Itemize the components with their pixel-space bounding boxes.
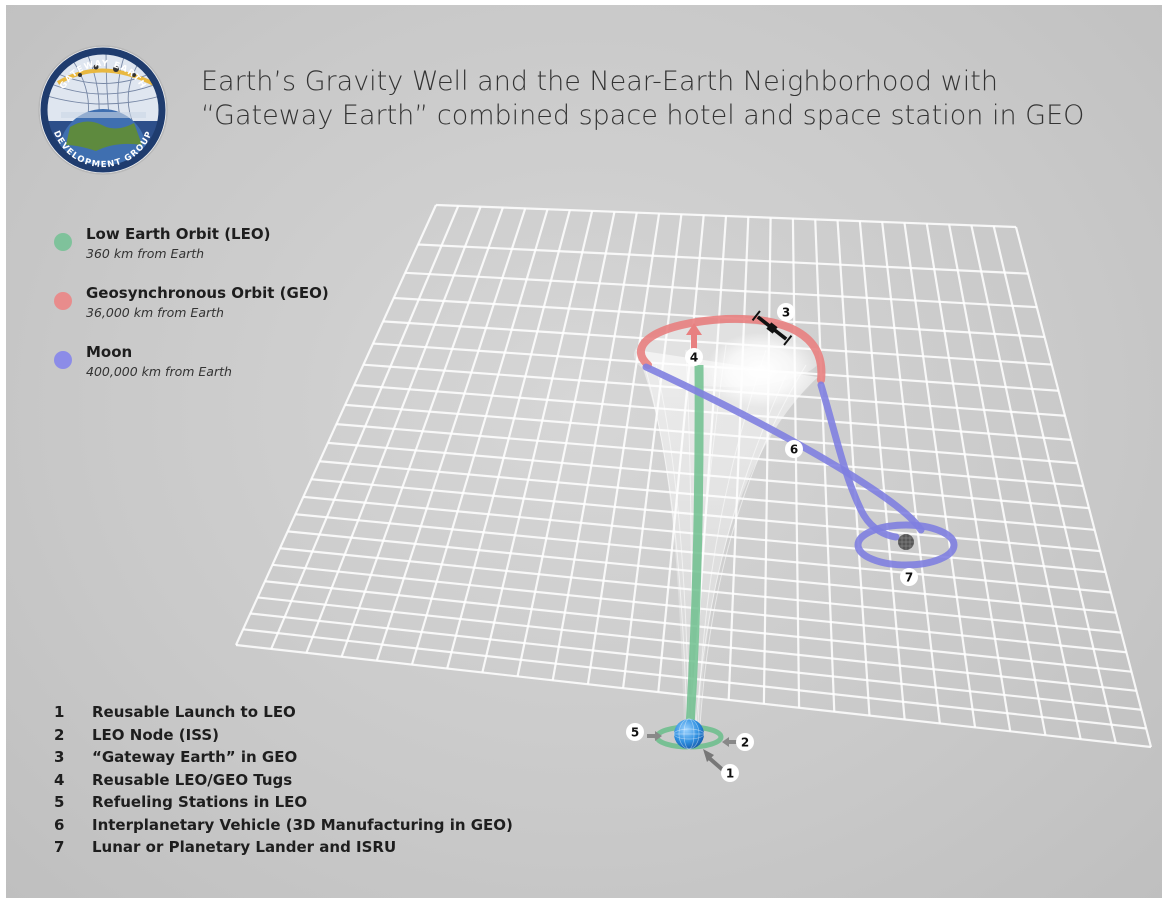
launch-arrow [703,749,726,773]
geo-color-dot [54,292,72,310]
key-label: LEO Node (ISS) [92,725,219,744]
legend-sub: 360 km from Earth [86,246,205,261]
key-row: 3 “Gateway Earth” in GEO [54,746,513,769]
key-list: 1 Reusable Launch to LEO 2 LEO Node (ISS) … [54,701,513,859]
key-row: 5 Refueling Stations in LEO [54,791,513,814]
marker-circle [626,723,644,741]
legend-sub: 36,000 km from Earth [86,305,224,320]
legend-sub: 400,000 km from Earth [86,364,232,379]
leo-transfer-path [685,364,704,728]
key-number: 7 [54,838,65,856]
page-title: Earth’s Gravity Well and the Near-Earth … [201,65,1084,133]
node-arrow-right [722,737,737,747]
marker-circle [777,303,795,321]
marker-circle [785,440,803,458]
marker-label: 5 [631,726,639,740]
key-number: 4 [54,770,65,789]
legend-name: Low Earth Orbit (LEO) [86,225,271,243]
marker-label: 3 [782,306,790,320]
title-line-2: “Gateway Earth” combined space hotel and… [201,100,1085,131]
key-label: Interplanetary Vehicle (3D Manufacturing… [92,815,513,834]
key-row: 4 Reusable LEO/GEO Tugs [54,769,513,792]
marker-circle [685,348,703,366]
marker-label: 1 [726,767,734,781]
gateway-earth-logo: GATEWAY EARTH DEVELOPMENT GROUP [38,45,168,175]
marker-label: 2 [741,736,749,750]
marker-label: 6 [790,443,798,457]
leo-color-dot [54,233,72,251]
key-label: Reusable LEO/GEO Tugs [92,770,293,789]
moon-color-dot [54,351,72,369]
legend-name: Moon [86,343,133,361]
marker-label: 7 [905,571,913,585]
marker-circle [900,568,918,586]
key-label: “Gateway Earth” in GEO [92,748,298,766]
earth-icon [674,719,704,749]
tug-arrow-head [686,323,702,335]
key-row: 1 Reusable Launch to LEO [54,701,513,724]
key-number: 2 [54,725,65,744]
marker-label: 4 [690,351,698,365]
key-row: 2 LEO Node (ISS) [54,724,513,747]
marker-circle [736,733,754,751]
key-number: 1 [54,703,65,721]
legend-name: Geosynchronous Orbit (GEO) [86,284,329,302]
key-label: Reusable Launch to LEO [92,703,296,721]
geo-orbit-ring [637,314,826,384]
gravity-well-funnel [634,323,822,726]
moon-transfer-path [642,363,958,569]
gateway-earth-station-icon [751,310,793,346]
key-label: Lunar or Planetary Lander and ISRU [92,838,397,856]
title-line-1: Earth’s Gravity Well and the Near-Earth … [201,66,998,97]
refuel-arrow-left [647,731,662,741]
key-number: 6 [54,815,65,834]
key-row: 6 Interplanetary Vehicle (3D Manufacturin… [54,814,513,837]
key-number: 3 [54,748,65,766]
key-number: 5 [54,793,65,811]
marker-circle [721,764,739,782]
key-label: Refueling Stations in LEO [92,793,308,811]
key-row: 7 Lunar or Planetary Lander and ISRU [54,836,513,859]
